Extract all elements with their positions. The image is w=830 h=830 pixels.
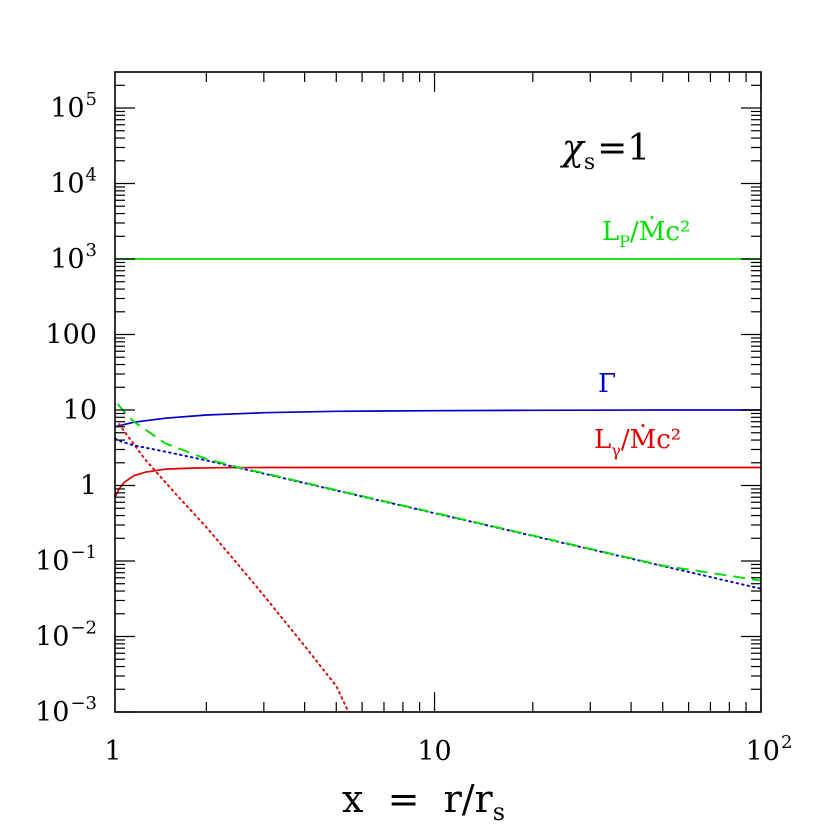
series-line-2	[114, 466, 761, 498]
ticks-layer	[115, 72, 762, 713]
y-tick-label: 1	[80, 471, 97, 502]
y-tick-label: 10−2	[35, 618, 97, 653]
chi-subscript: s	[584, 150, 595, 175]
lp-rest: /Ṁc²	[630, 216, 690, 247]
gamma-annotation: Γ	[598, 369, 616, 399]
lp-annotation: LP/Ṁc²	[602, 216, 690, 251]
lgamma-main: L	[594, 425, 611, 455]
y-tick-label: 105	[50, 89, 97, 124]
y-tick-label: 10	[63, 395, 97, 426]
x-axis-label-sub: s	[493, 798, 505, 826]
x-axis-label-main: x = r/r	[342, 777, 494, 821]
y-tick-label: 103	[50, 240, 97, 275]
y-tick-label: 104	[50, 165, 97, 200]
x-tick-label: 10	[417, 736, 451, 767]
plot-frame	[114, 71, 762, 713]
y-tick-label: 10−1	[35, 542, 97, 577]
x-axis-label: x = r/rs	[342, 777, 505, 826]
series-line-3	[118, 423, 350, 713]
chi-annotation: χs=1	[559, 128, 650, 175]
series-line-5	[116, 403, 762, 582]
chi-symbol: χ	[559, 128, 586, 169]
lp-subscript: P	[619, 232, 630, 251]
lgamma-subscript: γ	[611, 441, 621, 460]
chi-value: =1	[597, 128, 650, 169]
lp-main: L	[602, 217, 619, 247]
series-layer	[114, 258, 762, 713]
lgamma-annotation: Lγ/Ṁc²	[594, 424, 681, 460]
series-line-1	[114, 409, 761, 428]
y-tick-label: 100	[45, 320, 97, 351]
labels-layer: 10−3 10−2 10−1 1 10 100 103 104 105 1 10 102	[35, 89, 792, 767]
x-tick-label: 102	[746, 732, 793, 767]
y-tick-label: 10−3	[35, 693, 97, 728]
lgamma-rest: /Ṁc²	[621, 424, 681, 455]
x-tick-label: 1	[104, 736, 121, 767]
